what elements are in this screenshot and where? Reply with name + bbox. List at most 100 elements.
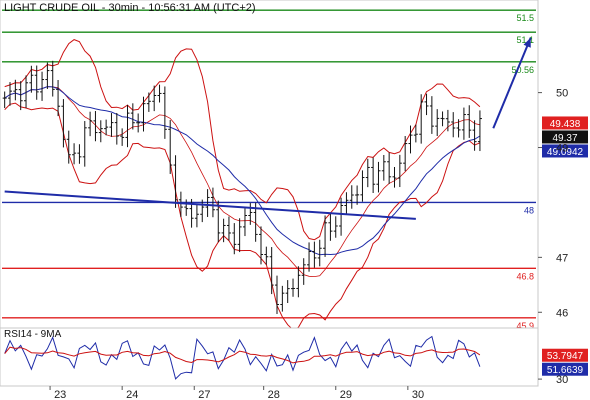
price-panel: 51.5 51.1 50.56 48 46.8 45.9 49.438 49.37 49.09…	[0, 0, 588, 331]
candle-72	[387, 152, 392, 184]
candle-82	[440, 111, 445, 127]
price-badge-2: 49.0942	[542, 144, 588, 158]
candle-13	[72, 143, 77, 165]
price-badge-0: 49.438	[542, 116, 588, 130]
candle-12	[66, 130, 71, 164]
candle-81	[435, 109, 440, 137]
candle-21	[114, 112, 119, 145]
level-label-2: 50.56	[511, 65, 534, 75]
forecast-arrow	[492, 37, 532, 129]
candle-62	[333, 216, 338, 238]
y-tick-label-1: 49	[556, 143, 568, 155]
candle-9	[50, 60, 55, 97]
candle-53	[285, 280, 290, 304]
candle-3	[18, 81, 23, 111]
candle-57	[307, 242, 312, 272]
candle-48	[258, 226, 263, 265]
candle-24	[130, 103, 135, 130]
candle-52	[280, 285, 285, 312]
rsi-panel: 53.7947 51.6639 30 RSI14 - 9MA	[0, 327, 588, 387]
candle-14	[77, 144, 82, 164]
level-label-1: 51.1	[516, 35, 534, 45]
rsi-badge-0: 53.7947	[542, 348, 588, 362]
candle-73	[392, 166, 397, 188]
x-tick-label-5: 30	[412, 389, 424, 400]
candle-58	[312, 241, 317, 268]
bollinger-upper	[4, 39, 481, 241]
candle-75	[403, 136, 408, 172]
candle-1	[8, 82, 13, 106]
x-tick-label-2: 27	[198, 389, 210, 400]
candle-44	[237, 218, 242, 253]
level-label-4: 46.8	[516, 271, 534, 281]
candle-25	[136, 113, 141, 133]
candle-20	[109, 113, 114, 137]
candle-11	[61, 99, 66, 148]
candle-46	[248, 203, 253, 225]
price-badge-1: 49.37	[542, 130, 588, 144]
candle-65	[349, 185, 354, 209]
candle-27	[146, 92, 151, 112]
y-tick-label-2: 47	[556, 252, 568, 264]
candle-2	[13, 79, 18, 101]
candle-30	[162, 86, 167, 139]
candle-42	[226, 216, 231, 241]
candle-19	[104, 119, 109, 136]
candle-68	[365, 158, 370, 188]
candle-37	[200, 199, 205, 223]
candle-60	[323, 215, 328, 257]
rsi-y-tick-label-0: 30	[556, 374, 568, 386]
svg-text:49.37: 49.37	[552, 133, 577, 144]
candle-7	[40, 71, 45, 101]
candle-79	[424, 93, 429, 116]
svg-text:49.438: 49.438	[550, 119, 581, 130]
trendline	[4, 190, 416, 220]
level-label-3: 48	[524, 205, 534, 215]
candle-86	[461, 107, 466, 140]
candle-34	[184, 199, 189, 216]
candle-45	[242, 208, 247, 237]
candle-69	[371, 157, 376, 193]
candle-38	[205, 189, 210, 217]
candle-88	[472, 120, 477, 151]
x-tick-label-3: 28	[268, 389, 280, 400]
candle-28	[152, 85, 157, 112]
candle-67	[360, 170, 365, 202]
candle-66	[355, 185, 360, 205]
candle-23	[125, 104, 130, 148]
candle-0	[2, 91, 7, 108]
candle-89	[477, 110, 482, 152]
x-tick-label-1: 24	[126, 389, 138, 400]
candle-85	[456, 119, 461, 138]
candle-29	[157, 84, 162, 103]
candle-39	[210, 187, 215, 218]
candle-84	[451, 112, 456, 138]
candle-17	[93, 111, 98, 142]
candle-80	[429, 96, 434, 134]
candle-31	[168, 120, 173, 174]
level-label-5: 45.9	[516, 321, 534, 331]
candle-49	[264, 246, 269, 265]
svg-text:51.6639: 51.6639	[547, 365, 584, 376]
candle-61	[328, 213, 333, 241]
moving-average	[4, 86, 481, 256]
rsi-ma-line	[4, 346, 481, 364]
candle-76	[408, 125, 413, 154]
candle-77	[413, 124, 418, 143]
candle-18	[98, 120, 103, 143]
bollinger-lower	[4, 102, 481, 331]
y-tick-label-3: 46	[556, 307, 568, 319]
candle-78	[419, 94, 424, 144]
level-label-0: 51.5	[516, 13, 534, 23]
rsi-title: RSI14 - 9MA	[4, 329, 62, 340]
candle-40	[216, 200, 221, 243]
candle-43	[232, 223, 237, 255]
x-axis: 23 24 27 28 29 30	[49, 386, 424, 400]
candle-41	[221, 218, 226, 243]
rsi-line	[4, 335, 481, 380]
candle-83	[445, 109, 450, 132]
candle-87	[467, 105, 472, 138]
candle-26	[141, 96, 146, 132]
candle-51	[275, 275, 280, 314]
